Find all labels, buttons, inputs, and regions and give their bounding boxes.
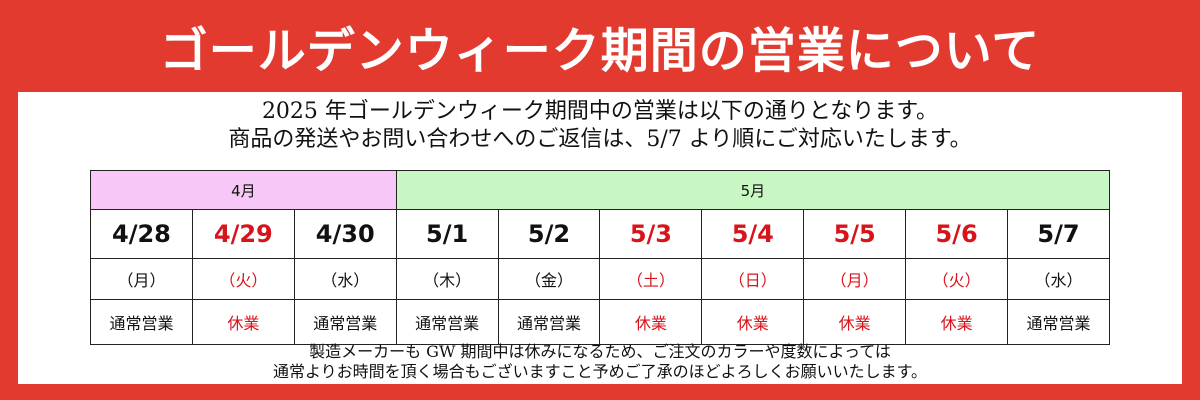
intro-text: 2025 年ゴールデンウィーク期間中の営業は以下の通りとなります。 商品の発送や…	[18, 98, 1182, 154]
status-cell: 休業	[599, 299, 703, 345]
status-cell: 休業	[191, 299, 295, 345]
notice-line-1: 製造メーカーも GW 期間中は休みになるため、ご注文のカラーや度数によっては	[309, 342, 891, 361]
notice-text: 製造メーカーも GW 期間中は休みになるため、ご注文のカラーや度数によっては 通…	[18, 342, 1182, 382]
month-header-may: 5月	[395, 170, 1111, 210]
date-cell: 5/7	[1007, 209, 1110, 259]
date-cell: 4/28	[90, 209, 193, 259]
weekday-cell: （月）	[803, 258, 907, 300]
date-cell: 5/4	[701, 209, 805, 259]
status-row: 通常営業 休業 通常営業 通常営業 通常営業 休業 休業 休業 休業 通常営業	[90, 299, 1110, 345]
status-cell: 通常営業	[293, 299, 397, 345]
status-cell: 休業	[803, 299, 907, 345]
date-cell: 5/2	[497, 209, 601, 259]
date-row: 4/28 4/29 4/30 5/1 5/2 5/3 5/4 5/5 5/6 5…	[90, 209, 1110, 259]
date-cell: 4/30	[293, 209, 397, 259]
month-row: 4月 5月	[90, 170, 1111, 210]
intro-line-2: 商品の発送やお問い合わせへのご返信は、5/7 より順にご対応いたします。	[228, 127, 972, 152]
weekday-cell: （日）	[701, 258, 805, 300]
month-header-april: 4月	[90, 170, 397, 210]
weekday-cell: （土）	[599, 258, 703, 300]
status-cell: 通常営業	[90, 299, 193, 345]
notice-line-2: 通常よりお時間を頂く場合もございますこと予めご了承のほどよろしくお願いいたします…	[272, 362, 928, 381]
date-cell: 5/5	[803, 209, 907, 259]
status-cell: 休業	[905, 299, 1009, 345]
weekday-cell: （月）	[90, 258, 193, 300]
weekday-cell: （火）	[905, 258, 1009, 300]
date-cell: 5/6	[905, 209, 1009, 259]
date-cell: 5/1	[395, 209, 499, 259]
weekday-cell: （金）	[497, 258, 601, 300]
weekday-cell: （水）	[1007, 258, 1110, 300]
status-cell: 通常営業	[395, 299, 499, 345]
date-cell: 4/29	[191, 209, 295, 259]
weekday-cell: （水）	[293, 258, 397, 300]
weekday-cell: （火）	[191, 258, 295, 300]
status-cell: 通常営業	[497, 299, 601, 345]
page-title: ゴールデンウィーク期間の営業について	[159, 23, 1041, 79]
date-cell: 5/3	[599, 209, 703, 259]
content-panel: 2025 年ゴールデンウィーク期間中の営業は以下の通りとなります。 商品の発送や…	[18, 92, 1182, 384]
weekday-cell: （木）	[395, 258, 499, 300]
intro-line-1: 2025 年ゴールデンウィーク期間中の営業は以下の通りとなります。	[261, 99, 939, 124]
business-calendar: 4月 5月 4/28 4/29 4/30 5/1 5/2 5/3 5/4 5/5…	[90, 170, 1111, 345]
status-cell: 通常営業	[1007, 299, 1110, 345]
status-cell: 休業	[701, 299, 805, 345]
weekday-row: （月） （火） （水） （木） （金） （土） （日） （月） （火） （水）	[90, 258, 1110, 300]
